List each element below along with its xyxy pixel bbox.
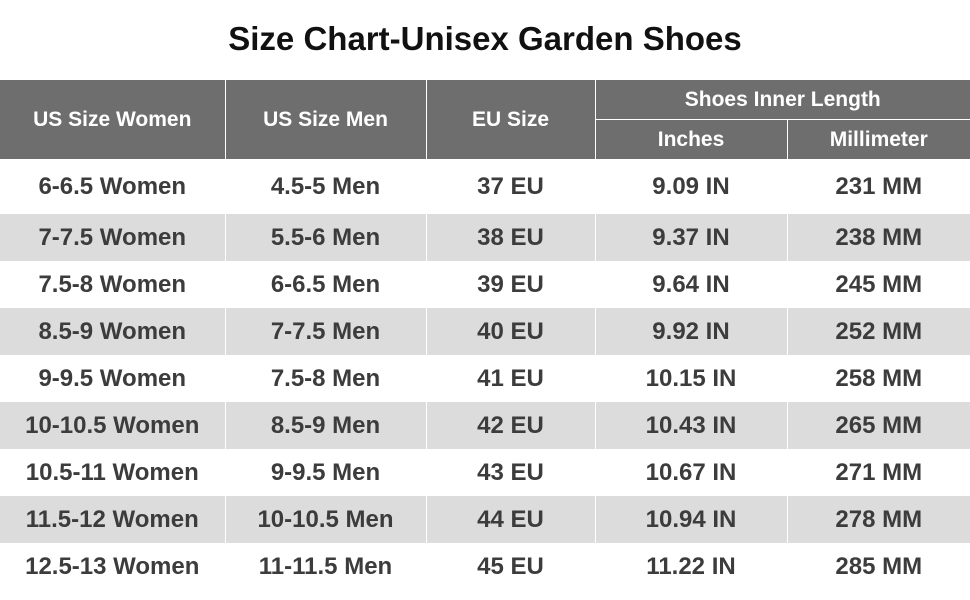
cell-us-women: 10-10.5 Women	[0, 402, 226, 449]
cell-us-men: 7.5-8 Men	[224, 355, 427, 402]
cell-millimeter: 252 MM	[786, 308, 970, 355]
size-chart-table: US Size Women US Size Men EU Size Shoes …	[0, 80, 970, 590]
cell-us-men: 5.5-6 Men	[224, 214, 427, 261]
table-row: 11.5-12 Women 10-10.5 Men 44 EU 10.94 IN 278…	[0, 496, 970, 543]
cell-eu: 42 EU	[425, 402, 596, 449]
cell-millimeter: 265 MM	[786, 402, 970, 449]
cell-inches: 10.67 IN	[594, 449, 788, 496]
cell-millimeter: 285 MM	[786, 543, 970, 590]
cell-us-men: 11-11.5 Men	[224, 543, 427, 590]
cell-eu: 37 EU	[425, 159, 596, 214]
cell-inches: 10.15 IN	[594, 355, 788, 402]
cell-eu: 41 EU	[425, 355, 596, 402]
cell-us-women: 7.5-8 Women	[0, 261, 226, 308]
cell-millimeter: 278 MM	[786, 496, 970, 543]
cell-millimeter: 271 MM	[786, 449, 970, 496]
table-row: 6-6.5 Women 4.5-5 Men 37 EU 9.09 IN 231 MM	[0, 159, 970, 214]
cell-millimeter: 238 MM	[786, 214, 970, 261]
header-us-men: US Size Men	[224, 80, 427, 160]
cell-us-men: 8.5-9 Men	[224, 402, 427, 449]
header-inches: Inches	[595, 119, 788, 160]
cell-inches: 10.94 IN	[594, 496, 788, 543]
cell-millimeter: 231 MM	[786, 159, 970, 214]
table-row: 8.5-9 Women 7-7.5 Men 40 EU 9.92 IN 252 MM	[0, 308, 970, 355]
table-row: 7.5-8 Women 6-6.5 Men 39 EU 9.64 IN 245 MM	[0, 261, 970, 308]
cell-inches: 9.64 IN	[594, 261, 788, 308]
cell-millimeter: 245 MM	[786, 261, 970, 308]
cell-us-men: 7-7.5 Men	[224, 308, 427, 355]
header-eu: EU Size	[425, 80, 596, 160]
table-row: 10-10.5 Women 8.5-9 Men 42 EU 10.43 IN 265 M…	[0, 402, 970, 449]
cell-us-women: 6-6.5 Women	[0, 159, 226, 214]
cell-us-women: 9-9.5 Women	[0, 355, 226, 402]
cell-us-women: 10.5-11 Women	[0, 449, 226, 496]
table-row: 7-7.5 Women 5.5-6 Men 38 EU 9.37 IN 238 MM	[0, 214, 970, 261]
cell-us-women: 8.5-9 Women	[0, 308, 226, 355]
cell-inches: 10.43 IN	[594, 402, 788, 449]
cell-us-men: 9-9.5 Men	[224, 449, 427, 496]
cell-us-men: 10-10.5 Men	[224, 496, 427, 543]
cell-millimeter: 258 MM	[786, 355, 970, 402]
cell-eu: 40 EU	[425, 308, 596, 355]
header-inner-length: Shoes Inner Length	[594, 80, 970, 120]
header-us-women: US Size Women	[0, 80, 226, 160]
cell-us-men: 6-6.5 Men	[224, 261, 427, 308]
cell-inches: 9.92 IN	[594, 308, 788, 355]
cell-eu: 44 EU	[425, 496, 596, 543]
cell-us-women: 7-7.5 Women	[0, 214, 226, 261]
cell-us-women: 12.5-13 Women	[0, 543, 226, 590]
header-millimeter: Millimeter	[786, 119, 970, 160]
cell-eu: 38 EU	[425, 214, 596, 261]
cell-inches: 11.22 IN	[594, 543, 788, 590]
cell-eu: 45 EU	[425, 543, 596, 590]
cell-eu: 43 EU	[425, 449, 596, 496]
table-row: 12.5-13 Women 11-11.5 Men 45 EU 11.22 IN 285…	[0, 543, 970, 590]
cell-inches: 9.09 IN	[594, 159, 788, 214]
cell-eu: 39 EU	[425, 261, 596, 308]
cell-us-men: 4.5-5 Men	[224, 159, 427, 214]
table-row: 10.5-11 Women 9-9.5 Men 43 EU 10.67 IN 271 M…	[0, 449, 970, 496]
cell-us-women: 11.5-12 Women	[0, 496, 226, 543]
table-body: 6-6.5 Women 4.5-5 Men 37 EU 9.09 IN 231 MM 7-…	[0, 159, 970, 590]
chart-title: Size Chart-Unisex Garden Shoes	[228, 20, 742, 57]
cell-inches: 9.37 IN	[594, 214, 788, 261]
table-row: 9-9.5 Women 7.5-8 Men 41 EU 10.15 IN 258 MM	[0, 355, 970, 402]
